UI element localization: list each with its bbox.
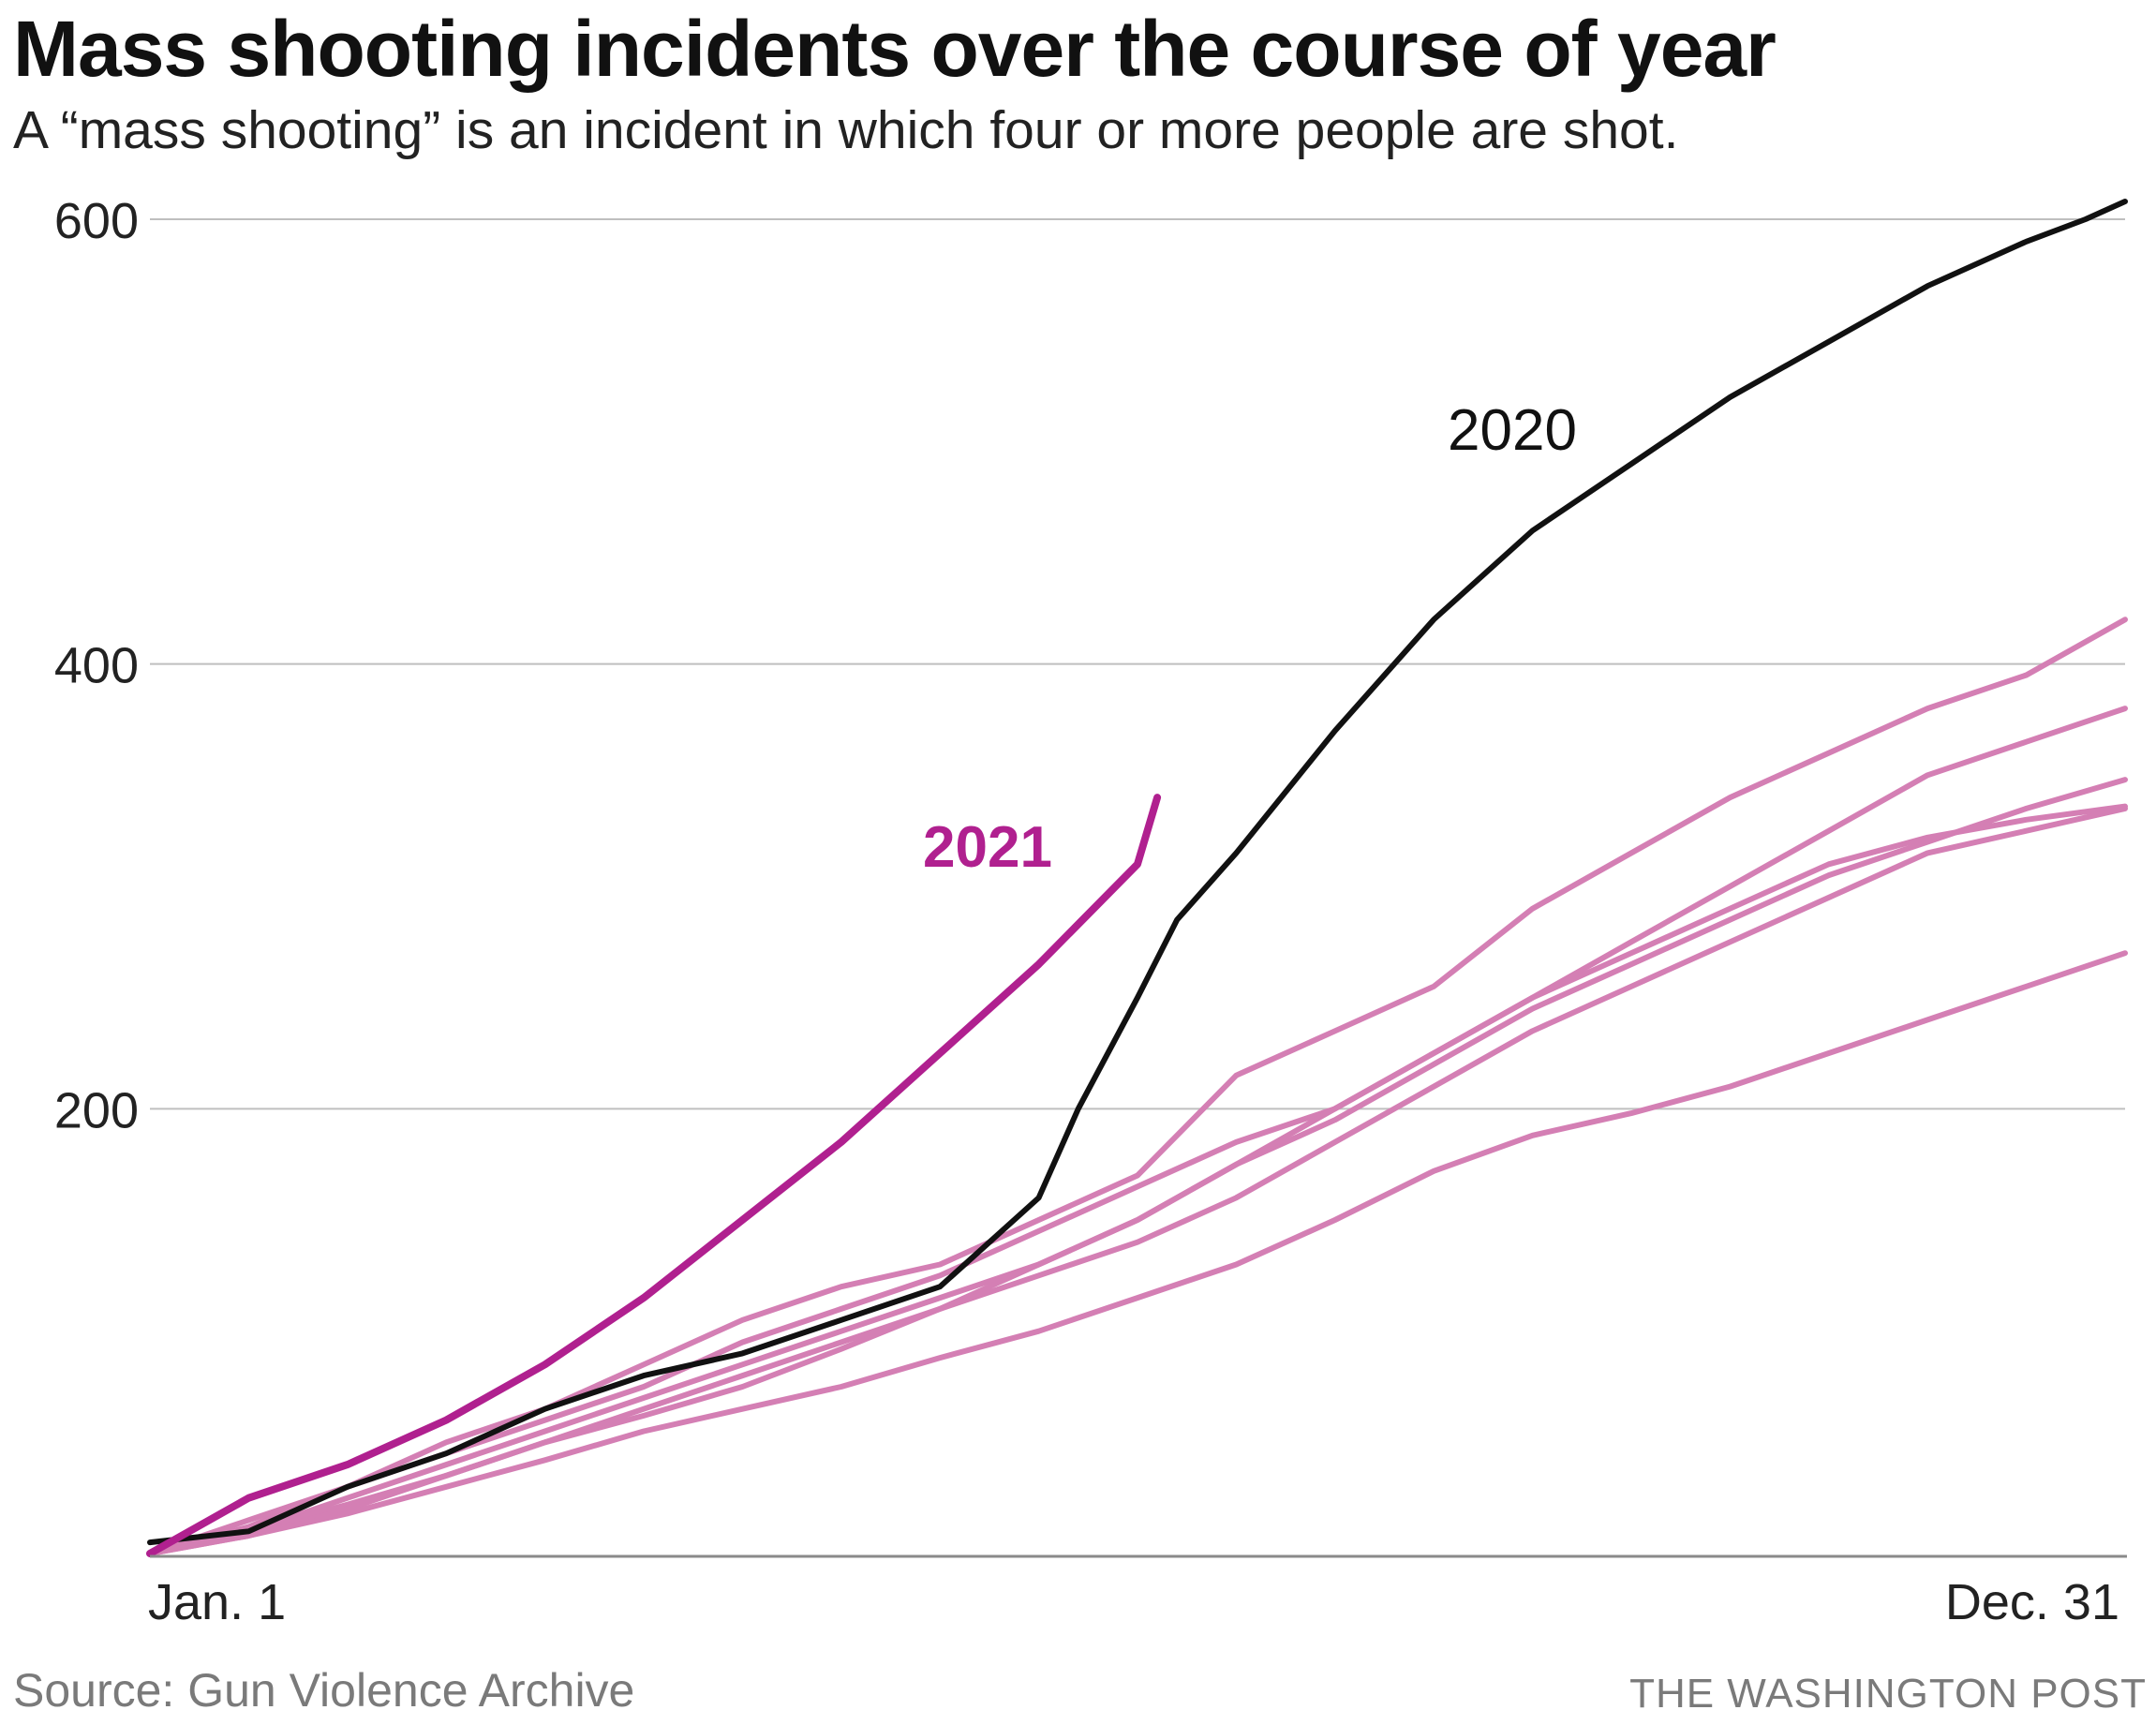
x-tick-label-start: Jan. 1: [148, 1574, 286, 1630]
series-line-year-2: [147, 617, 2128, 1556]
source-note: Source: Gun Violence Archive: [13, 1664, 635, 1717]
annotation-2020: 2020: [1448, 398, 1577, 463]
series-lines: [146, 199, 2128, 1557]
chart-subtitle: A “mass shooting” is an incident in whic…: [13, 100, 1679, 160]
publisher-credit: THE WASHINGTON POST: [1629, 1671, 2147, 1717]
series-line-year-6: [147, 805, 2128, 1556]
y-tick-label: 400: [54, 638, 139, 694]
y-tick-label: 200: [54, 1082, 139, 1138]
series-line-2020: [147, 199, 2128, 1546]
annotation-2021: 2021: [923, 815, 1052, 880]
grid-lines: [150, 218, 2125, 1110]
series-line-year-3: [147, 706, 2128, 1556]
series-line-year-7: [147, 950, 2128, 1556]
series-annotations: 2020 2021: [923, 398, 1577, 880]
x-axis-tick-labels: Jan. 1 Dec. 31: [148, 1574, 2119, 1630]
x-tick-label-end: Dec. 31: [1945, 1574, 2119, 1630]
y-tick-label: 600: [54, 193, 139, 249]
series-line-2021: [146, 794, 1162, 1557]
y-axis-tick-labels: 200 400 600: [54, 193, 139, 1138]
chart-title: Mass shooting incidents over the course …: [13, 5, 1777, 93]
